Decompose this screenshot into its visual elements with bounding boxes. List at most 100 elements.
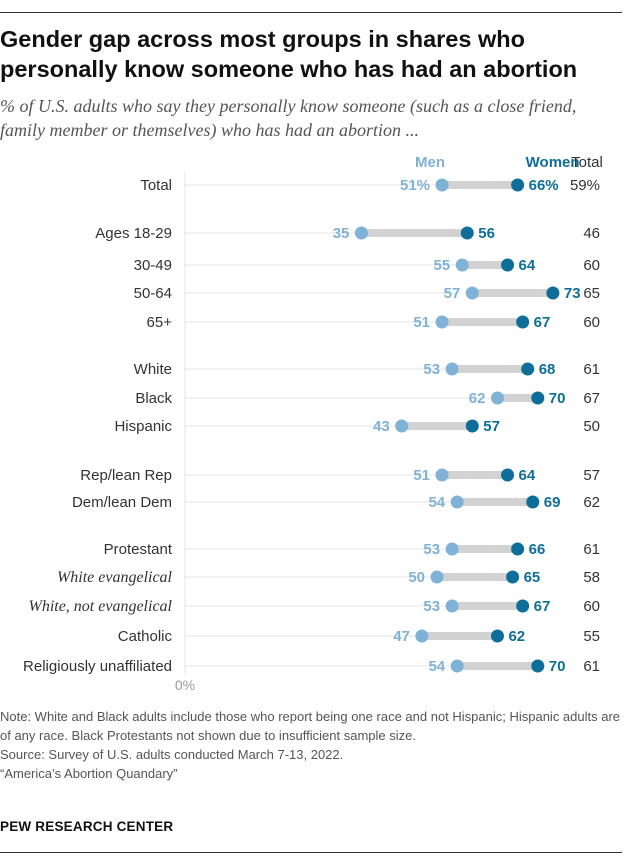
women-dot bbox=[501, 258, 515, 272]
men-dot bbox=[455, 258, 469, 272]
women-column-header: Women bbox=[526, 154, 580, 171]
category-label: Hispanic bbox=[114, 418, 172, 435]
men-dot bbox=[430, 570, 444, 584]
women-value-label: 66% bbox=[529, 177, 559, 194]
total-value-label: 58 bbox=[583, 569, 600, 586]
women-dot bbox=[516, 315, 530, 329]
category-label: Protestant bbox=[104, 541, 173, 558]
men-dot bbox=[450, 495, 464, 509]
men-value-label: 57 bbox=[444, 285, 461, 302]
women-dot bbox=[460, 226, 474, 240]
total-value-label: 60 bbox=[583, 598, 600, 615]
total-value-label: 61 bbox=[583, 541, 600, 558]
women-value-label: 66 bbox=[529, 541, 546, 558]
men-dot bbox=[445, 362, 459, 376]
women-dot bbox=[516, 599, 530, 613]
women-value-label: 56 bbox=[478, 225, 495, 242]
total-value-label: 65 bbox=[583, 285, 600, 302]
category-label: Black bbox=[135, 390, 172, 407]
women-value-label: 70 bbox=[549, 658, 566, 675]
total-value-label: 57 bbox=[583, 467, 600, 484]
men-value-label: 53 bbox=[423, 598, 440, 615]
women-value-label: 68 bbox=[539, 361, 556, 378]
chart-subtitle: % of U.S. adults who say they personally… bbox=[0, 96, 577, 140]
women-value-label: 67 bbox=[534, 314, 551, 331]
total-value-label: 55 bbox=[583, 628, 600, 645]
total-value-label: 46 bbox=[583, 225, 600, 242]
women-value-label: 64 bbox=[519, 467, 536, 484]
women-dot bbox=[501, 468, 515, 482]
women-value-label: 69 bbox=[544, 494, 561, 511]
men-dot bbox=[445, 542, 459, 556]
women-dot bbox=[531, 659, 545, 673]
men-dot bbox=[450, 659, 464, 673]
category-label: White evangelical bbox=[57, 569, 173, 586]
total-value-label: 60 bbox=[583, 314, 600, 331]
organization-name: PEW RESEARCH CENTER bbox=[0, 819, 174, 834]
men-dot bbox=[354, 226, 368, 240]
category-label: Dem/lean Dem bbox=[72, 494, 172, 511]
total-column-header: Total bbox=[571, 154, 603, 171]
notes-section: Note: White and Black adults include tho… bbox=[0, 707, 622, 783]
women-value-label: 70 bbox=[549, 390, 566, 407]
category-label: Religiously unaffiliated bbox=[23, 658, 172, 675]
men-value-label: 53 bbox=[423, 361, 440, 378]
men-value-label: 53 bbox=[423, 541, 440, 558]
women-dot bbox=[526, 495, 540, 509]
total-value-label: 67 bbox=[583, 390, 600, 407]
source-text: Source: Survey of U.S. adults conducted … bbox=[0, 747, 344, 762]
women-dot bbox=[465, 419, 479, 433]
men-dot bbox=[395, 419, 409, 433]
men-dot bbox=[435, 315, 449, 329]
bottom-rule bbox=[0, 852, 622, 853]
total-value-label: 62 bbox=[583, 494, 600, 511]
men-value-label: 62 bbox=[469, 390, 486, 407]
category-label: Catholic bbox=[118, 628, 173, 645]
total-value-label: 61 bbox=[583, 361, 600, 378]
men-value-label: 51% bbox=[400, 177, 430, 194]
total-value-label: 59% bbox=[570, 177, 600, 194]
women-dot bbox=[511, 178, 525, 192]
men-value-label: 51 bbox=[413, 314, 430, 331]
women-dot bbox=[490, 629, 504, 643]
report-title: “America’s Abortion Quandary” bbox=[0, 766, 178, 781]
total-value-label: 60 bbox=[583, 257, 600, 274]
men-dot bbox=[435, 468, 449, 482]
men-value-label: 47 bbox=[393, 628, 410, 645]
men-dot bbox=[490, 391, 504, 405]
chart-title: Gender gap across most groups in shares … bbox=[0, 26, 578, 82]
women-value-label: 65 bbox=[524, 569, 541, 586]
men-value-label: 50 bbox=[408, 569, 425, 586]
total-value-label: 61 bbox=[583, 658, 600, 675]
women-value-label: 67 bbox=[534, 598, 551, 615]
women-dot bbox=[506, 570, 520, 584]
women-value-label: 57 bbox=[483, 418, 500, 435]
category-label: 30-49 bbox=[134, 257, 172, 274]
x-axis-zero-label: 0% bbox=[175, 677, 195, 693]
women-dot bbox=[531, 391, 545, 405]
men-dot bbox=[415, 629, 429, 643]
category-label: White, not evangelical bbox=[28, 598, 172, 615]
women-dot bbox=[546, 286, 560, 300]
women-value-label: 62 bbox=[508, 628, 525, 645]
men-value-label: 54 bbox=[428, 494, 445, 511]
category-label: Ages 18-29 bbox=[95, 225, 172, 242]
women-value-label: 73 bbox=[564, 285, 581, 302]
women-value-label: 64 bbox=[519, 257, 536, 274]
men-dot bbox=[465, 286, 479, 300]
men-value-label: 51 bbox=[413, 467, 430, 484]
category-label: White bbox=[134, 361, 172, 378]
note-text: Note: White and Black adults include tho… bbox=[0, 709, 621, 743]
men-value-label: 43 bbox=[373, 418, 390, 435]
category-label: 50-64 bbox=[134, 285, 172, 302]
men-value-label: 54 bbox=[428, 658, 445, 675]
category-label: Total bbox=[140, 177, 172, 194]
men-value-label: 35 bbox=[333, 225, 350, 242]
men-dot bbox=[445, 599, 459, 613]
top-rule bbox=[0, 12, 622, 13]
category-label: 65+ bbox=[147, 314, 173, 331]
category-label: Rep/lean Rep bbox=[80, 467, 172, 484]
women-dot bbox=[511, 542, 525, 556]
men-column-header: Men bbox=[415, 154, 445, 171]
